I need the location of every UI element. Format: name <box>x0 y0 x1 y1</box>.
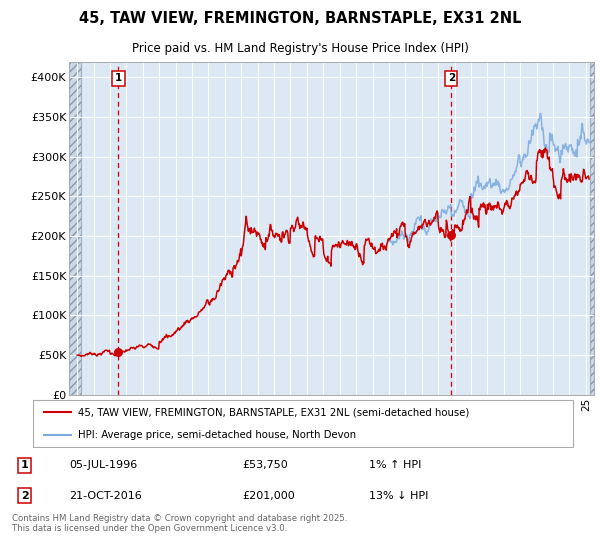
Text: £53,750: £53,750 <box>242 460 288 470</box>
Text: 1: 1 <box>115 73 122 83</box>
FancyBboxPatch shape <box>33 400 573 446</box>
Text: HPI: Average price, semi-detached house, North Devon: HPI: Average price, semi-detached house,… <box>78 430 356 440</box>
Text: 2: 2 <box>448 73 455 83</box>
Polygon shape <box>69 62 82 395</box>
Text: 05-JUL-1996: 05-JUL-1996 <box>70 460 138 470</box>
Text: Price paid vs. HM Land Registry's House Price Index (HPI): Price paid vs. HM Land Registry's House … <box>131 43 469 55</box>
Text: 13% ↓ HPI: 13% ↓ HPI <box>369 491 428 501</box>
Text: 2: 2 <box>20 491 28 501</box>
Polygon shape <box>590 62 594 395</box>
Text: Contains HM Land Registry data © Crown copyright and database right 2025.
This d: Contains HM Land Registry data © Crown c… <box>12 514 347 533</box>
Text: 45, TAW VIEW, FREMINGTON, BARNSTAPLE, EX31 2NL (semi-detached house): 45, TAW VIEW, FREMINGTON, BARNSTAPLE, EX… <box>78 407 469 417</box>
Text: 21-OCT-2016: 21-OCT-2016 <box>70 491 142 501</box>
Text: £201,000: £201,000 <box>242 491 295 501</box>
Text: 45, TAW VIEW, FREMINGTON, BARNSTAPLE, EX31 2NL: 45, TAW VIEW, FREMINGTON, BARNSTAPLE, EX… <box>79 11 521 26</box>
Text: 1: 1 <box>20 460 28 470</box>
Text: 1% ↑ HPI: 1% ↑ HPI <box>369 460 421 470</box>
